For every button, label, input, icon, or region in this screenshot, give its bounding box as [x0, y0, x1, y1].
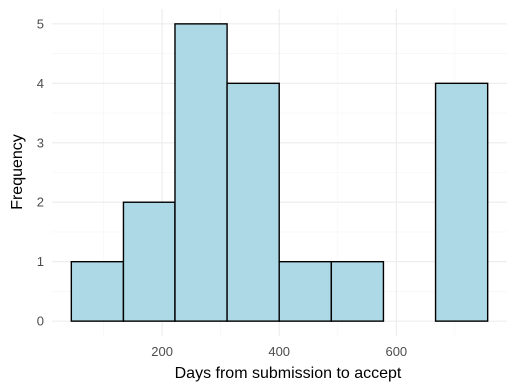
- y-axis-ticks: 0 1 2 3 4 5: [37, 16, 44, 328]
- x-tick-label: 200: [151, 344, 173, 359]
- y-tick-label: 3: [37, 135, 44, 150]
- histogram-bar: [174, 23, 228, 322]
- y-tick-label: 0: [37, 314, 44, 329]
- histogram-bar: [434, 82, 489, 322]
- x-axis-title: Days from submission to accept: [175, 365, 402, 382]
- y-tick-label: 5: [37, 16, 44, 31]
- x-tick-label: 600: [385, 344, 407, 359]
- histogram-bar: [278, 260, 333, 322]
- y-axis-title: Frequency: [9, 134, 26, 210]
- y-tick-label: 1: [37, 254, 44, 269]
- histogram-bar: [70, 260, 125, 322]
- histogram-bars: [70, 23, 489, 322]
- x-tick-label: 400: [268, 344, 290, 359]
- y-tick-label: 4: [37, 76, 44, 91]
- histogram-bar: [122, 201, 176, 322]
- y-tick-label: 2: [37, 195, 44, 210]
- histogram-bar: [330, 260, 385, 322]
- histogram-bar: [226, 82, 280, 322]
- x-axis-ticks: 200 400 600: [151, 344, 407, 359]
